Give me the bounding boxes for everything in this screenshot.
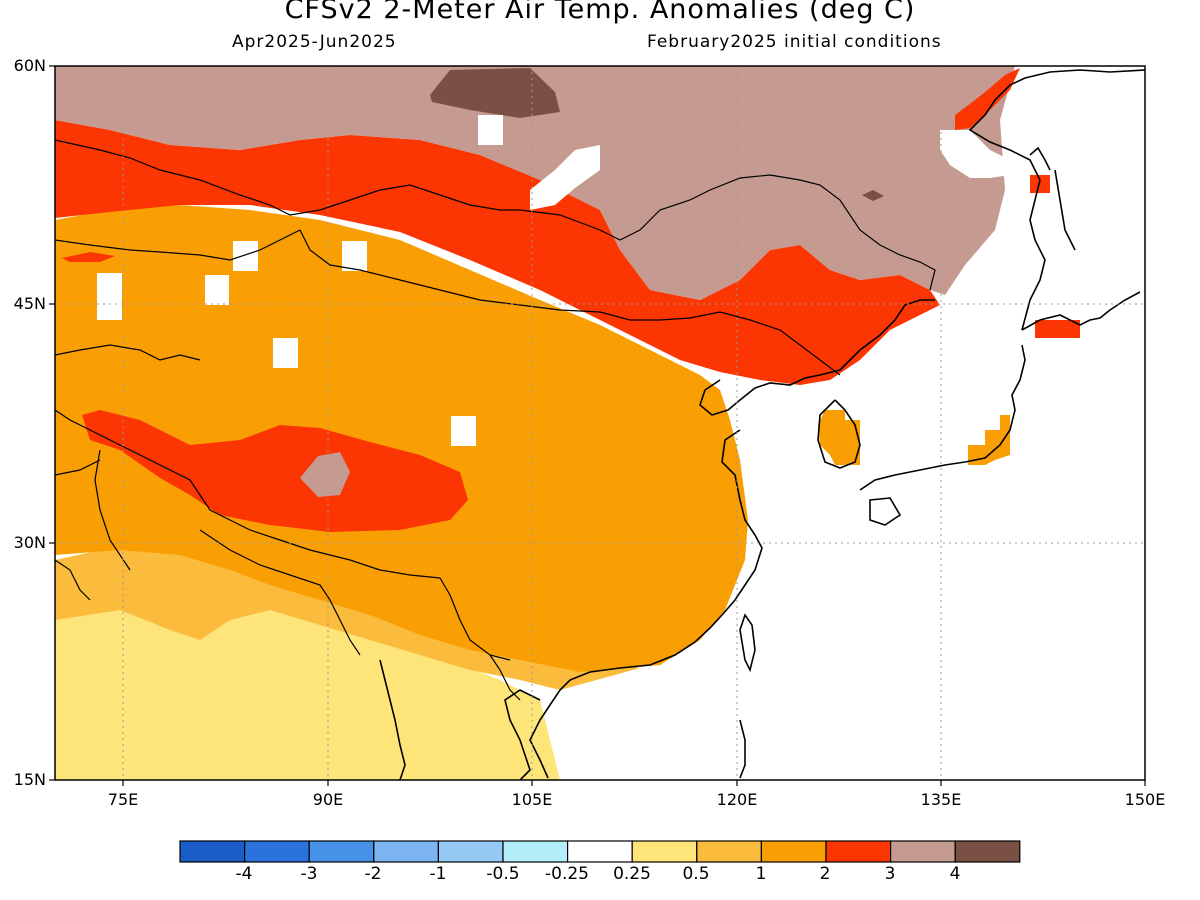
lake-mask-alakol bbox=[205, 275, 229, 305]
forecast-period: Apr2025-Jun2025 bbox=[232, 32, 397, 52]
anomaly-region-1-2 bbox=[55, 205, 748, 672]
colorbar-label-minus-3: -3 bbox=[300, 864, 318, 884]
colorbar bbox=[179, 840, 1021, 863]
colorbar-swatch bbox=[502, 840, 569, 863]
anomaly-cells-japan bbox=[968, 415, 1010, 465]
anomaly-cells-korea bbox=[818, 410, 860, 465]
anomaly-cells-hokkaido bbox=[1035, 320, 1080, 338]
colorbar-swatch bbox=[631, 840, 698, 863]
anomaly-region-above-4-small bbox=[862, 190, 884, 201]
lon-label-90e: 90E bbox=[312, 790, 344, 809]
anomaly-cells-okhotsk bbox=[955, 68, 1020, 130]
colorbar-label-4: 4 bbox=[949, 864, 961, 884]
country-borders bbox=[55, 139, 936, 701]
anomaly-cells-sakhalin bbox=[1030, 175, 1050, 193]
colorbar-swatch bbox=[373, 840, 439, 863]
colorbar-label-minus-0.25: -0.25 bbox=[545, 864, 589, 884]
colorbar-swatch bbox=[696, 840, 762, 863]
lat-label-60n: 60N bbox=[13, 56, 46, 75]
coastlines bbox=[379, 69, 1145, 780]
colorbar-label-2: 2 bbox=[819, 864, 831, 884]
lake-mask-zaysan bbox=[233, 241, 258, 271]
lake-mask-khovsgol bbox=[478, 115, 503, 145]
anomaly-region-2-3-west bbox=[62, 252, 115, 262]
lake-mask-qinghai bbox=[451, 416, 476, 446]
colorbar-label-minus-2: -2 bbox=[364, 864, 382, 884]
colorbar-label-0.25: 0.25 bbox=[613, 864, 651, 884]
map-frame bbox=[54, 65, 1146, 781]
axis-ticks bbox=[49, 65, 1146, 786]
colorbar-swatch bbox=[566, 840, 633, 863]
lon-label-120e: 120E bbox=[716, 790, 758, 809]
initial-conditions: February2025 initial conditions bbox=[647, 32, 942, 52]
lake-mask-baikal bbox=[530, 145, 600, 210]
colorbar-swatch bbox=[825, 840, 892, 863]
lake-mask-balkhash bbox=[97, 273, 122, 320]
anomaly-region-2-3-tibet bbox=[82, 410, 468, 532]
lon-label-135e: 135E bbox=[920, 790, 962, 809]
colorbar-label-minus-0.5: -0.5 bbox=[486, 864, 520, 884]
colorbar-label-3: 3 bbox=[884, 864, 896, 884]
lake-mask-bosten bbox=[273, 338, 298, 368]
colorbar-swatch bbox=[889, 840, 956, 863]
colorbar-label-minus-4: -4 bbox=[235, 864, 253, 884]
anomaly-region-3-4 bbox=[55, 66, 1015, 300]
lat-label-15n: 15N bbox=[13, 770, 46, 789]
colorbar-swatch bbox=[954, 840, 1021, 863]
colorbar-label-1: 1 bbox=[755, 864, 767, 884]
anomaly-region-2-3-north bbox=[55, 120, 940, 385]
map-title: CFSv2 2-Meter Air Temp. Anomalies (deg C… bbox=[284, 0, 916, 25]
lake-mask-uvs bbox=[342, 241, 367, 271]
colorbar-swatch bbox=[179, 840, 246, 863]
lon-label-105e: 105E bbox=[511, 790, 553, 809]
gridlines bbox=[55, 66, 1145, 780]
lat-label-30n: 30N bbox=[13, 533, 46, 552]
lat-label-45n: 45N bbox=[13, 294, 46, 313]
colorbar-swatch bbox=[760, 840, 827, 863]
sea-mask-okhotsk bbox=[940, 130, 1010, 178]
colorbar-label-minus-1: -1 bbox=[429, 864, 447, 884]
anomaly-region-3-4-tibet bbox=[300, 452, 350, 497]
lon-label-150e: 150E bbox=[1124, 790, 1166, 809]
colorbar-swatch bbox=[308, 840, 375, 863]
lon-label-75e: 75E bbox=[107, 790, 139, 809]
colorbar-swatch bbox=[437, 840, 504, 863]
anomaly-fields bbox=[55, 66, 1145, 780]
anomaly-region-above-4 bbox=[430, 68, 560, 118]
colorbar-label-0.5: 0.5 bbox=[682, 864, 710, 884]
colorbar-swatch bbox=[244, 840, 310, 863]
